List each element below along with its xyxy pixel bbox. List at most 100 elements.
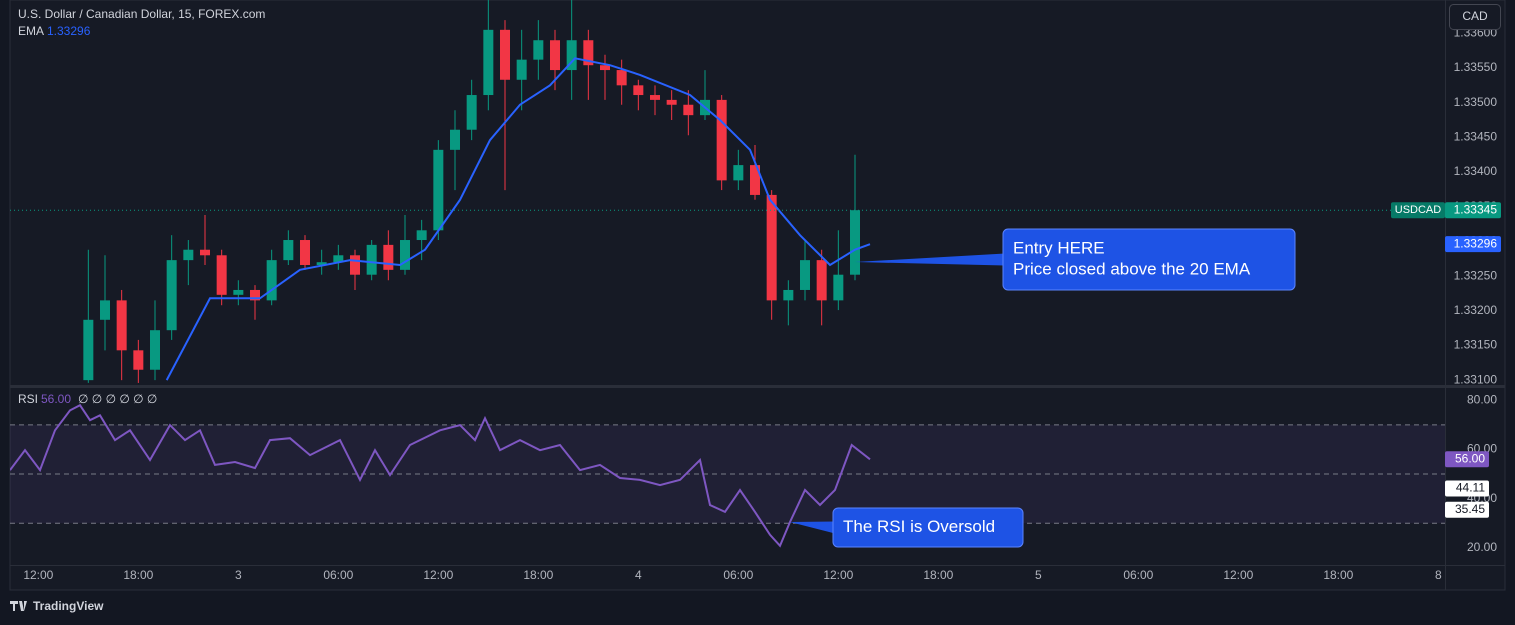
x-tick-label: 18:00 [523,568,553,582]
x-tick-label: 12:00 [823,568,853,582]
candle-body [150,330,160,370]
y-tick-label: 1.33550 [1454,60,1498,74]
candle-body [733,165,744,181]
x-tick-label: 12:00 [1223,568,1253,582]
candle-body [100,300,110,320]
callout-text: Price closed above the 20 EMA [1013,259,1251,278]
rsi-value-badge-bg [1445,451,1489,468]
candle-body [183,249,194,261]
ema-legend-value: 1.33296 [47,24,91,38]
plot-layer: 12:00 18:00 3 06:00 12:00 18:00 4 06:00 12:00 18:… [10,0,1501,582]
series-line [10,403,871,548]
callout-box [1002,228,1296,291]
candle-body [166,260,177,331]
y-tick-label: 1.33450 [1454,130,1498,144]
y-tick-label: 20.00 [1467,540,1497,554]
candle-body [783,289,794,301]
x-tick-label: 06:00 [1123,568,1153,582]
candle-body [250,289,260,301]
candle-body [633,85,644,96]
rsi-badge-bg [1445,501,1489,518]
symbol-badge-bg [1391,202,1445,219]
callout-pointer [855,253,1005,266]
candle-body [333,255,344,263]
callout-text: The RSI is Oversold [843,517,995,536]
candle-body [350,255,360,275]
candle-body [366,244,377,275]
rsi-badge: 44.11 [1456,481,1485,495]
candle-body [550,40,560,71]
y-tick-label: 80.00 [1467,392,1497,406]
rsi-legend-value: 56.00 [41,392,71,406]
y-tick-label: 1.33400 [1454,164,1498,178]
candle-body [466,95,477,130]
last-price-badge: 1.33345 [1454,202,1498,216]
candle-body [383,244,394,270]
symbol-title: U.S. Dollar / Canadian Dollar, 15, FOREX… [18,7,265,21]
x-tick-label: 18:00 [123,568,153,582]
candle-body [450,129,460,150]
y-tick-label: 1.33200 [1454,303,1498,317]
brand-logo [10,601,27,611]
candle-body [850,210,860,275]
candle-body [316,262,327,265]
candle-body [816,260,827,301]
candle-body [516,59,527,80]
rsi-legend: RSI [18,392,38,406]
candle-body [533,40,544,60]
candle-body [200,249,210,256]
brand: TradingView [10,599,104,613]
candle-body [833,274,844,301]
x-tick-label: 06:00 [323,568,353,582]
candle-body [300,240,310,265]
candle-body [416,230,427,241]
x-tick-label: 3 [235,568,242,582]
callout-pointer [790,521,835,534]
currency-button[interactable] [1449,4,1501,30]
candle-body [133,350,144,370]
candle-body [750,165,760,195]
symbol-badge: USDCAD [1395,204,1442,216]
candle-body [800,260,810,290]
x-tick-label: 12:00 [23,568,53,582]
rsi-pane [10,403,871,548]
candle-body [283,240,294,261]
candle-body [650,95,660,100]
candle-body [233,289,244,295]
candle-body [266,260,277,301]
candle-body [400,240,410,270]
candle-body [666,99,677,105]
candle-body [433,149,444,231]
candle-body [766,194,777,301]
candle-body [483,29,494,96]
y-tick-label: 1.33100 [1454,372,1498,386]
x-tick-label: 18:00 [923,568,953,582]
candle-body [600,65,610,71]
price-pane [83,0,871,383]
candle-body [216,255,227,295]
last-price-badge-bg [1445,202,1501,219]
x-tick-label: 06:00 [723,568,753,582]
x-tick-label: 18:00 [1323,568,1353,582]
x-tick-label: 12:00 [423,568,453,582]
y-tick-label: 1.33500 [1454,95,1498,109]
candle-body [116,300,127,351]
candle-body [566,40,577,71]
series-badge: 1.33296 [1454,236,1498,250]
candle-body [583,40,594,66]
y-tick-label: 1.33150 [1454,338,1498,352]
candle-body [500,29,510,80]
candle-body [716,99,727,181]
x-tick-label: 5 [1035,568,1042,582]
candle-body [616,70,627,86]
currency-label[interactable]: CAD [1462,9,1488,23]
series-line [165,57,871,381]
callout-box [832,507,1024,548]
rsi-badge-bg [1445,480,1489,497]
x-tick-label: 8 [1435,568,1442,582]
rsi-placeholders: ∅ ∅ ∅ ∅ ∅ ∅ [78,392,157,406]
x-tick-label: 4 [635,568,642,582]
candle-body [83,319,94,381]
